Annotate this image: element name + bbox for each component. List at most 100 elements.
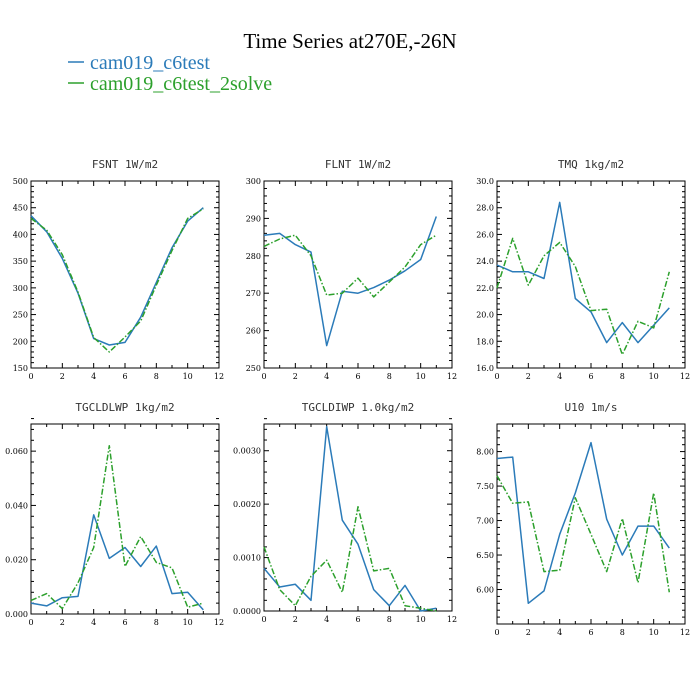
y-tick-label: 250	[246, 364, 261, 373]
x-tick-label: 8	[387, 372, 392, 381]
plot-frame	[263, 180, 453, 369]
series-line-cam019-c6test	[263, 216, 438, 347]
series-line-cam019-c6test-2solve	[263, 234, 437, 298]
panel-title: TGCLDLWP 1kg/m2	[75, 401, 174, 414]
y-tick-label: 450	[13, 204, 28, 213]
x-tick-label: 8	[620, 628, 625, 637]
x-tick-label: 0	[494, 372, 499, 381]
x-tick-label: 12	[447, 372, 457, 381]
y-tick-label: 300	[246, 177, 261, 186]
y-tick-label: 0.060	[5, 447, 28, 456]
x-tick-label: 2	[60, 618, 65, 627]
panel-title: U10 1m/s	[565, 401, 618, 414]
series-line-cam019-c6test-2solve	[496, 475, 671, 593]
x-tick-label: 2	[526, 372, 531, 381]
x-tick-label: 10	[649, 372, 659, 381]
y-tick-label: 500	[13, 177, 28, 186]
x-tick-label: 2	[60, 372, 65, 381]
y-tick-label: 280	[246, 252, 261, 261]
y-tick-label: 200	[13, 337, 28, 346]
x-tick-label: 4	[324, 372, 329, 381]
series-line-cam019-c6test-2solve	[30, 444, 204, 610]
x-tick-label: 2	[526, 628, 531, 637]
legend-label-blue: cam019_c6test	[90, 52, 210, 74]
x-tick-label: 10	[183, 372, 193, 381]
series-line-cam019-c6test	[30, 514, 204, 611]
x-tick-label: 8	[154, 372, 159, 381]
panel-u10: U10 1m/s 0 2 4 6 8 10 12 6.00 6.50 7.00 7.50 8.00	[476, 401, 690, 637]
panel-title: FLNT 1W/m2	[325, 158, 391, 171]
x-tick-label: 6	[122, 618, 127, 627]
panel-fsnt: FSNT 1W/m2 0 2 4 6 8 10 12 150 200 250 300 350 400 450…	[13, 158, 224, 381]
x-tick-label: 8	[154, 618, 159, 627]
x-tick-label: 0	[28, 372, 33, 381]
x-tick-label: 12	[680, 372, 690, 381]
y-tick-label: 8.00	[476, 448, 494, 457]
y-tick-label: 24.0	[476, 257, 494, 266]
series-line-cam019-c6test-2solve	[30, 208, 204, 353]
panels: FSNT 1W/m20 2 4 6 8 10 12150200250300350400450…	[5, 158, 690, 637]
x-tick-label: 12	[214, 372, 224, 381]
y-tick-label: 350	[13, 257, 28, 266]
y-tick-label: 150	[13, 364, 28, 373]
series-line-cam019-c6test-2solve	[263, 506, 437, 612]
x-tick-label: 6	[588, 372, 593, 381]
y-tick-label: 7.00	[476, 517, 494, 526]
plot-frame	[496, 180, 686, 369]
y-tick-label: 6.00	[476, 586, 494, 595]
y-tick-label: 300	[13, 284, 28, 293]
plot-frame	[263, 423, 453, 612]
y-tick-label: 0.0020	[233, 500, 261, 509]
legend: cam019_c6test cam019_c6test_2solve	[68, 52, 272, 95]
x-tick-label: 6	[588, 628, 593, 637]
y-tick-label: 270	[246, 289, 261, 298]
panel-flnt: FLNT 1W/m2 0 2 4 6 8 10 12 250 260 270 280 290 300	[246, 158, 457, 381]
panel-tgcldlwp: TGCLDLWP 1kg/m2 0 2 4 6 8 10 12 0.000 0.020 0.040 0…	[5, 401, 224, 627]
x-tick-label: 0	[28, 618, 33, 627]
x-tick-label: 12	[214, 618, 224, 627]
figure-title: Time Series at270E,-26N	[243, 29, 456, 53]
panel-tmq: TMQ 1kg/m2 0 2 4 6 8 10 12 16.0 18.0 20.0 22.0 24.0 2…	[476, 158, 690, 381]
plot-frame	[496, 423, 686, 625]
x-tick-label: 2	[293, 615, 298, 624]
x-tick-label: 12	[447, 615, 457, 624]
y-tick-label: 0.000	[5, 610, 28, 619]
x-tick-label: 6	[355, 372, 360, 381]
series-line-cam019-c6test	[30, 207, 204, 346]
y-tick-label: 20.0	[476, 311, 494, 320]
plot-frame	[30, 423, 220, 615]
series-line-cam019-c6test-2solve	[496, 237, 671, 356]
panel-title: TGCLDIWP 1.0kg/m2	[302, 401, 415, 414]
x-tick-label: 0	[261, 372, 266, 381]
x-tick-label: 6	[355, 615, 360, 624]
y-tick-label: 22.0	[476, 284, 494, 293]
y-tick-label: 0.0000	[233, 607, 261, 616]
x-tick-label: 4	[557, 628, 562, 637]
y-tick-label: 7.50	[476, 482, 494, 491]
panel-title: FSNT 1W/m2	[92, 158, 158, 171]
y-tick-label: 28.0	[476, 204, 494, 213]
panel-title: TMQ 1kg/m2	[558, 158, 624, 171]
x-tick-label: 10	[183, 618, 193, 627]
y-tick-label: 0.040	[5, 501, 28, 510]
y-tick-label: 260	[246, 327, 261, 336]
x-tick-label: 8	[620, 372, 625, 381]
panel-tgcldiwp: TGCLDIWP 1.0kg/m2 0 2 4 6 8 10 12 0.0000 0.0010 0.…	[233, 401, 457, 624]
x-tick-label: 10	[416, 615, 426, 624]
y-tick-label: 0.020	[5, 556, 28, 565]
x-tick-label: 12	[680, 628, 690, 637]
x-tick-label: 6	[122, 372, 127, 381]
x-tick-label: 4	[91, 372, 96, 381]
x-tick-label: 0	[261, 615, 266, 624]
x-tick-label: 2	[293, 372, 298, 381]
x-tick-label: 0	[494, 628, 499, 637]
series-line-cam019-c6test	[263, 425, 437, 612]
y-tick-label: 400	[13, 230, 28, 239]
y-tick-label: 16.0	[476, 364, 494, 373]
legend-label-green: cam019_c6test_2solve	[90, 73, 272, 95]
y-tick-label: 250	[13, 311, 28, 320]
x-tick-label: 8	[387, 615, 392, 624]
series-line-cam019-c6test	[496, 441, 670, 605]
x-tick-label: 4	[324, 615, 329, 624]
